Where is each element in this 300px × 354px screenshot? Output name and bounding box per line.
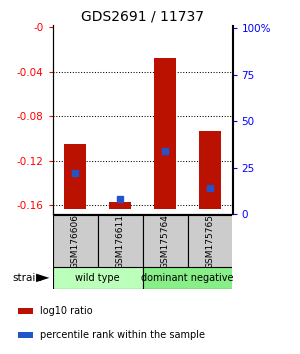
Text: GSM176606: GSM176606 [70, 213, 80, 269]
Polygon shape [36, 274, 50, 282]
Bar [154, 58, 176, 209]
Bar [188, 215, 232, 267]
Text: strain: strain [12, 273, 42, 283]
Bar [199, 131, 221, 209]
Bar [52, 215, 98, 267]
Text: wild type: wild type [75, 273, 120, 283]
Bar [64, 144, 86, 209]
Bar [52, 267, 142, 289]
Text: percentile rank within the sample: percentile rank within the sample [40, 330, 205, 340]
Text: log10 ratio: log10 ratio [40, 306, 92, 316]
Text: GSM176611: GSM176611 [116, 213, 124, 269]
Bar [142, 267, 232, 289]
Text: GSM175764: GSM175764 [160, 213, 169, 269]
Bar [109, 202, 131, 209]
Text: dominant negative: dominant negative [141, 273, 234, 283]
Bar [17, 332, 33, 338]
Text: GSM175765: GSM175765 [206, 213, 214, 269]
Bar [98, 215, 142, 267]
Bar [142, 215, 188, 267]
Title: GDS2691 / 11737: GDS2691 / 11737 [81, 10, 204, 24]
Bar [17, 308, 33, 314]
